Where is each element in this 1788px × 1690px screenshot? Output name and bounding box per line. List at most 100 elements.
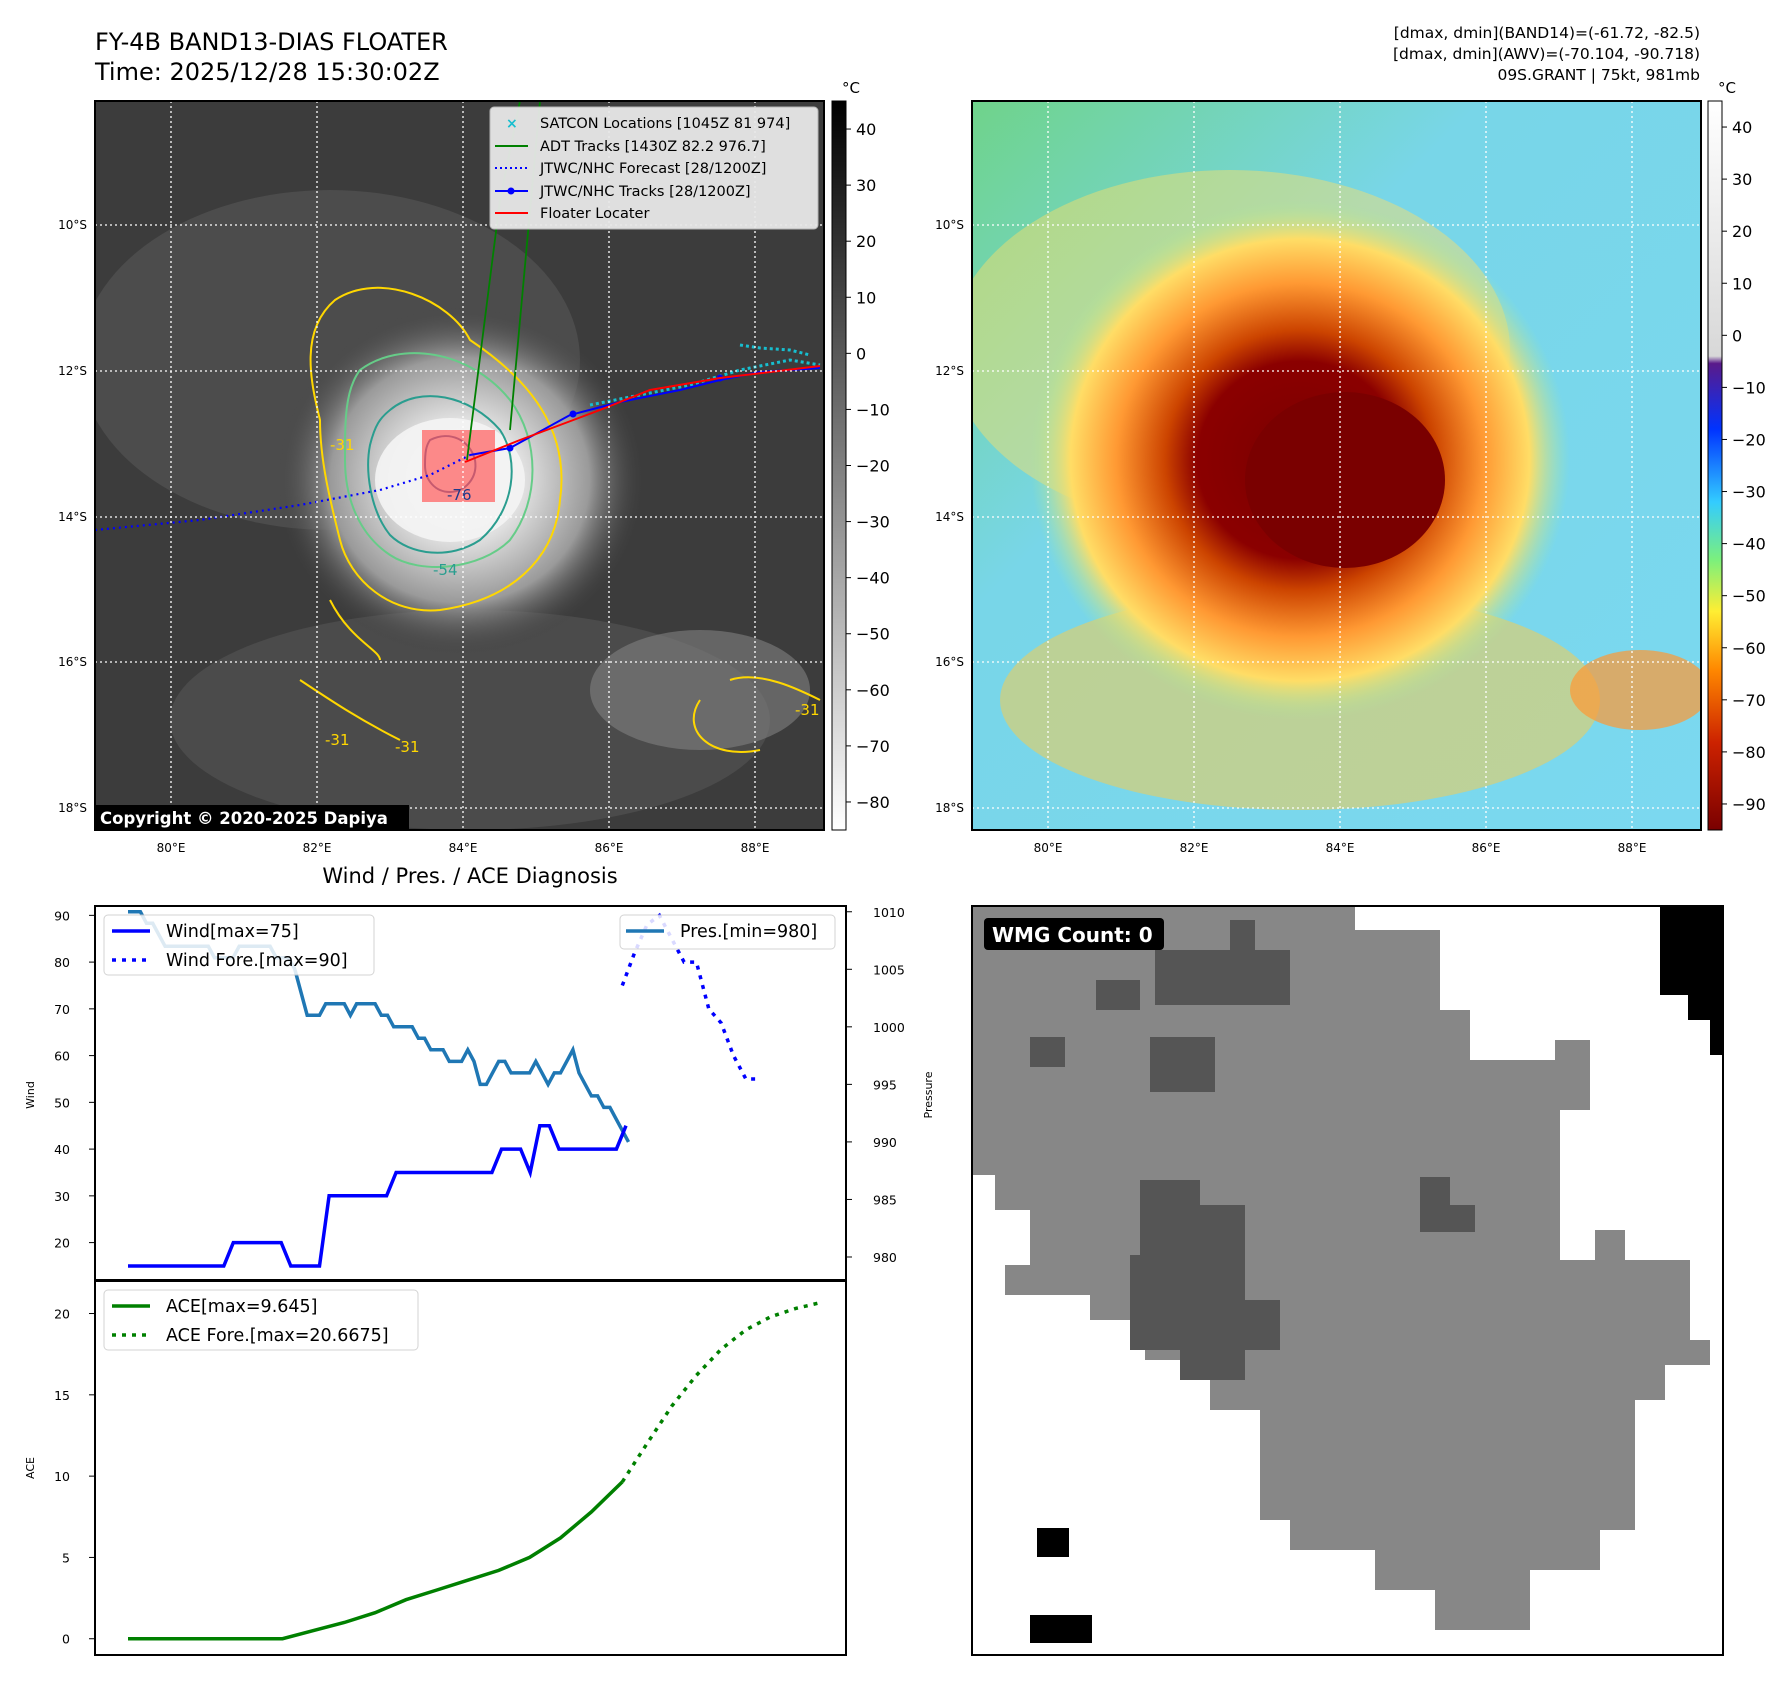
wmg-region-black bbox=[1037, 1528, 1069, 1557]
figure-title: FY-4B BAND13-DIAS FLOATER bbox=[95, 28, 448, 56]
ace-legend-label: ACE[max=9.645] bbox=[166, 1297, 317, 1317]
colorbar-tick-label: 0 bbox=[1732, 326, 1742, 345]
copyright-box bbox=[95, 805, 409, 830]
wmg-region-dark bbox=[1230, 920, 1255, 955]
colorbar-tick-label: −90 bbox=[1732, 795, 1766, 814]
pressure-tick-label: 1000 bbox=[873, 1020, 905, 1035]
pressure-tick-label: 985 bbox=[873, 1192, 897, 1207]
ir-lat-axis: 10°S 12°S 14°S 16°S 18°S bbox=[58, 218, 87, 815]
wv-lat-axis: 10°S 12°S 14°S 16°S 18°S bbox=[935, 218, 964, 815]
lon-tick: 80°E bbox=[1034, 841, 1063, 855]
ace-legend: ACE[max=9.645] ACE Fore.[max=20.6675] bbox=[103, 1289, 419, 1351]
contour-outer-minus-31 bbox=[299, 599, 821, 753]
wind-tick-label: 60 bbox=[54, 1049, 70, 1064]
colorbar-tick-label: −50 bbox=[856, 625, 890, 644]
lat-tick: 18°S bbox=[58, 801, 87, 815]
wind-pressure-panel: 20 30 40 50 60 70 80 90 980 985 990 995 1000 1005 101… bbox=[24, 905, 935, 1281]
diagnosis-title: Wind / Pres. / ACE Diagnosis bbox=[322, 864, 617, 888]
ace-forecast-legend-label: ACE Fore.[max=20.6675] bbox=[166, 1326, 389, 1346]
wv-gridlines bbox=[972, 101, 1701, 830]
colorbar-tick-label: −60 bbox=[1732, 639, 1766, 658]
floater-locater-line bbox=[464, 365, 821, 463]
lat-tick: 12°S bbox=[58, 364, 87, 378]
contour-label: -31 bbox=[325, 731, 350, 749]
tracks-legend-marker bbox=[507, 187, 515, 195]
info-awv: [dmax, dmin](AWV)=(-70.104, -90.718) bbox=[1393, 45, 1700, 63]
colorbar-unit: °C bbox=[842, 79, 860, 97]
colorbar-tick-label: 40 bbox=[856, 120, 876, 139]
ace-series-line bbox=[128, 1480, 624, 1641]
ir-colorbar: °C 40 30 20 10 0 −10 −20 −30 −40 −50 −60 −70 −80 bbox=[831, 79, 890, 831]
satcon-locations-2 bbox=[739, 343, 811, 357]
legend-label: Floater Locater bbox=[540, 206, 649, 222]
lat-tick: 14°S bbox=[58, 510, 87, 524]
lon-tick: 80°E bbox=[157, 841, 186, 855]
wmg-region-dark bbox=[1130, 1180, 1280, 1380]
ace-tick-label: 10 bbox=[54, 1469, 70, 1484]
legend-label: JTWC/NHC Tracks [28/1200Z] bbox=[539, 184, 751, 200]
lat-tick: 10°S bbox=[935, 218, 964, 232]
ace-legend-box bbox=[103, 1289, 419, 1351]
lon-tick: 84°E bbox=[1326, 841, 1355, 855]
ir-colorbar-scale bbox=[831, 100, 847, 831]
wmg-region-dark bbox=[1030, 1037, 1065, 1067]
ace-axis-ticks: 0 5 10 15 20 bbox=[54, 1307, 95, 1647]
wmg-region-dark bbox=[1155, 950, 1290, 1005]
colorbar-tick-label: −20 bbox=[856, 457, 890, 476]
ace-forecast-series-line bbox=[620, 1300, 821, 1483]
lon-tick: 86°E bbox=[595, 841, 624, 855]
lat-tick: 16°S bbox=[935, 655, 964, 669]
info-storm: 09S.GRANT | 75kt, 981mb bbox=[1497, 66, 1700, 84]
lat-tick: 18°S bbox=[935, 801, 964, 815]
lat-tick: 10°S bbox=[58, 218, 87, 232]
colorbar-tick-label: 30 bbox=[1732, 170, 1752, 189]
contour-label: -31 bbox=[395, 738, 420, 756]
wind-tick-label: 20 bbox=[54, 1236, 70, 1251]
contour-label: -54 bbox=[433, 561, 458, 579]
ir-cloud-cell bbox=[590, 630, 810, 750]
ace-tick-label: 20 bbox=[54, 1307, 70, 1322]
pressure-legend: Pres.[min=980] bbox=[619, 914, 836, 950]
wv-map bbox=[971, 100, 1702, 831]
legend-label: JTWC/NHC Forecast [28/1200Z] bbox=[539, 161, 766, 177]
wind-legend-label: Wind[max=75] bbox=[166, 922, 299, 942]
ir-map: -31 -54 -76 -31 -31 -31 × SATCON Locatio… bbox=[94, 100, 825, 831]
wmg-label-box bbox=[984, 918, 1164, 950]
contour-minus-54 bbox=[367, 395, 513, 554]
wmg-region-dark bbox=[1420, 1177, 1450, 1232]
wind-axis-ticks: 20 30 40 50 60 70 80 90 bbox=[54, 908, 95, 1251]
wind-tick-label: 40 bbox=[54, 1142, 70, 1157]
colorbar-tick-label: −70 bbox=[1732, 691, 1766, 710]
pressure-legend-label: Pres.[min=980] bbox=[680, 922, 817, 942]
wv-colorbar-ticks: 40 30 20 10 0 −10 −20 −30 −40 −50 −60 −70 −80 −90 bbox=[1722, 118, 1766, 814]
wind-legend-box bbox=[103, 914, 375, 976]
colorbar-tick-label: −60 bbox=[856, 681, 890, 700]
colorbar-tick-label: 20 bbox=[1732, 222, 1752, 241]
contour-minus-42 bbox=[343, 352, 534, 568]
wv-colorbar-scale bbox=[1707, 100, 1723, 831]
colorbar-tick-label: −40 bbox=[856, 569, 890, 588]
pressure-tick-label: 1005 bbox=[873, 962, 905, 977]
pressure-tick-label: 980 bbox=[873, 1250, 897, 1265]
lon-tick: 88°E bbox=[741, 841, 770, 855]
legend-box bbox=[489, 106, 819, 230]
lon-tick: 86°E bbox=[1472, 841, 1501, 855]
pressure-tick-label: 990 bbox=[873, 1135, 897, 1150]
info-band14: [dmax, dmin](BAND14)=(-61.72, -82.5) bbox=[1394, 24, 1700, 42]
wv-map-frame bbox=[971, 100, 1702, 831]
ace-panel: 0 5 10 15 20 ACE ACE[max=9.645] ACE Fore.[ma… bbox=[24, 1280, 847, 1656]
wmg-region-dark bbox=[1450, 1205, 1475, 1232]
colorbar-tick-label: 30 bbox=[856, 176, 876, 195]
lon-tick: 82°E bbox=[1180, 841, 1209, 855]
wmg-region-black bbox=[1660, 906, 1723, 1055]
legend-label: SATCON Locations [1045Z 81 974] bbox=[540, 116, 790, 132]
wmg-region-dark bbox=[1096, 980, 1140, 1010]
jtwc-track-point bbox=[569, 410, 577, 418]
ace-tick-label: 5 bbox=[62, 1550, 70, 1565]
colorbar-tick-label: −10 bbox=[1732, 378, 1766, 397]
wind-tick-label: 30 bbox=[54, 1189, 70, 1204]
wmg-count-label: WMG Count: 0 bbox=[992, 923, 1153, 947]
ir-lon-axis: 80°E 82°E 84°E 86°E 88°E bbox=[157, 841, 770, 855]
wv-lon-axis: 80°E 82°E 84°E 86°E 88°E bbox=[1034, 841, 1647, 855]
